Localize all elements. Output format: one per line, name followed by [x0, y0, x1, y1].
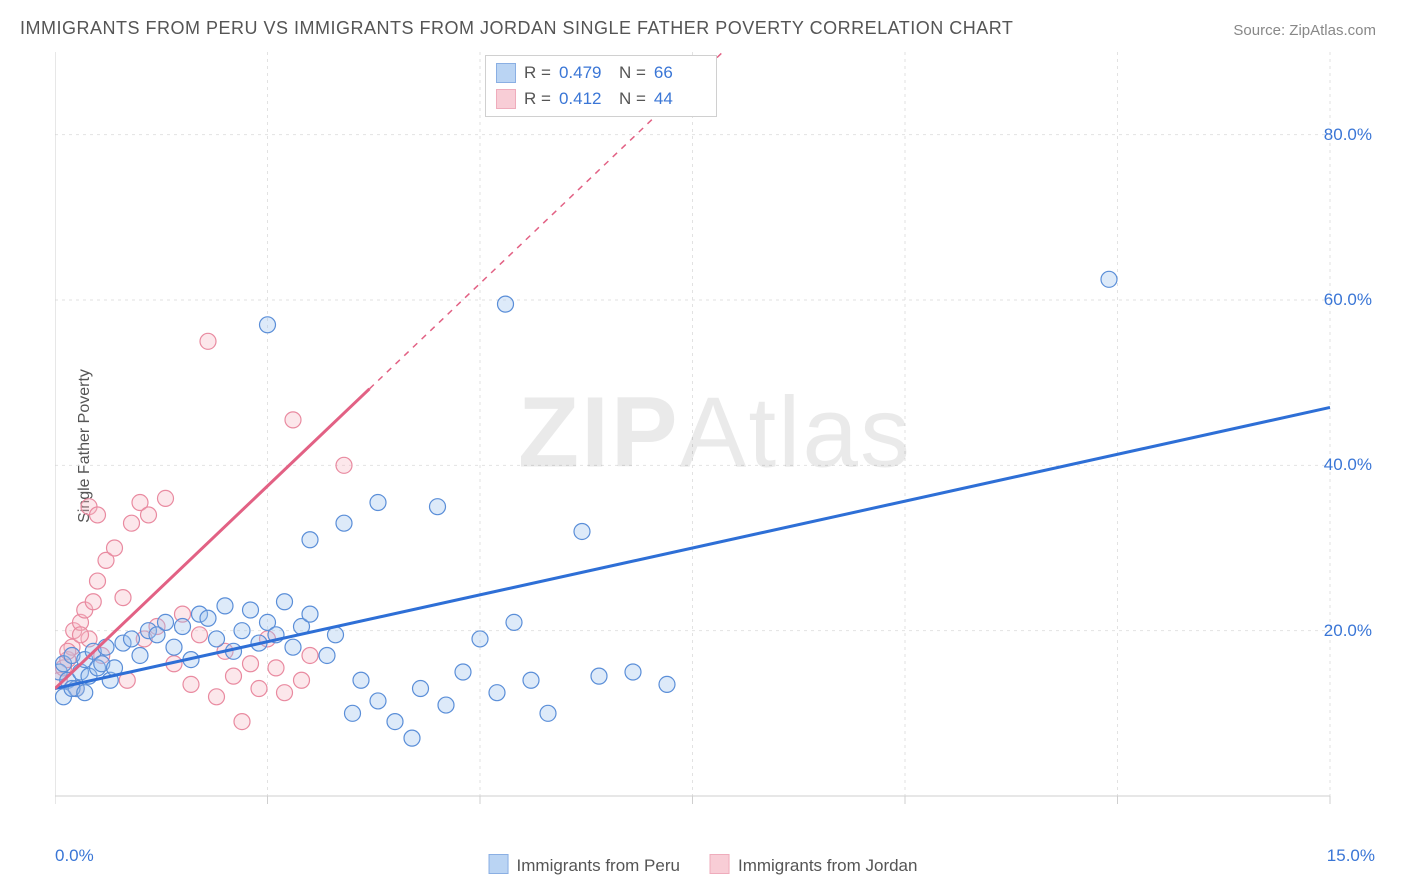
- scatter-point-jordan: [243, 656, 259, 672]
- scatter-point-peru: [345, 705, 361, 721]
- scatter-point-peru: [472, 631, 488, 647]
- scatter-point-peru: [506, 614, 522, 630]
- scatter-point-jordan: [226, 668, 242, 684]
- scatter-point-peru: [302, 606, 318, 622]
- scatter-point-peru: [591, 668, 607, 684]
- y-tick-label: 80.0%: [1324, 125, 1372, 145]
- scatter-point-peru: [370, 693, 386, 709]
- scatter-point-peru: [353, 672, 369, 688]
- scatter-point-peru: [77, 685, 93, 701]
- scatter-point-peru: [430, 499, 446, 515]
- scatter-point-peru: [158, 614, 174, 630]
- trend-line-peru: [55, 407, 1330, 688]
- x-axis-min-label: 0.0%: [55, 846, 94, 876]
- correlation-legend: R = 0.479 N = 66 R = 0.412 N = 44: [485, 55, 717, 117]
- scatter-point-peru: [387, 714, 403, 730]
- chart-title: IMMIGRANTS FROM PERU VS IMMIGRANTS FROM …: [20, 18, 1013, 39]
- scatter-point-peru: [370, 495, 386, 511]
- scatter-point-jordan: [268, 660, 284, 676]
- legend-N-value-peru: 66: [654, 63, 706, 83]
- scatter-point-jordan: [209, 689, 225, 705]
- scatter-point-jordan: [73, 627, 89, 643]
- scatter-point-jordan: [90, 573, 106, 589]
- scatter-point-peru: [574, 523, 590, 539]
- legend-R-value-peru: 0.479: [559, 63, 611, 83]
- scatter-point-jordan: [90, 507, 106, 523]
- x-axis-labels: 0.0% 15.0%: [55, 846, 1375, 876]
- scatter-point-jordan: [294, 672, 310, 688]
- scatter-point-peru: [404, 730, 420, 746]
- scatter-point-jordan: [285, 412, 301, 428]
- y-tick-label: 40.0%: [1324, 455, 1372, 475]
- scatter-point-peru: [498, 296, 514, 312]
- scatter-point-jordan: [277, 685, 293, 701]
- scatter-point-peru: [413, 681, 429, 697]
- scatter-point-jordan: [192, 627, 208, 643]
- scatter-point-jordan: [234, 714, 250, 730]
- scatter-point-jordan: [85, 594, 101, 610]
- legend-rn-row-jordan: R = 0.412 N = 44: [496, 86, 706, 112]
- y-tick-label: 60.0%: [1324, 290, 1372, 310]
- y-tick-label: 20.0%: [1324, 621, 1372, 641]
- scatter-point-jordan: [302, 647, 318, 663]
- source-label: Source:: [1233, 22, 1289, 39]
- scatter-point-peru: [217, 598, 233, 614]
- scatter-point-peru: [243, 602, 259, 618]
- legend-R-label: R =: [524, 63, 551, 83]
- legend-rn-row-peru: R = 0.479 N = 66: [496, 60, 706, 86]
- scatter-point-jordan: [336, 457, 352, 473]
- legend-swatch-peru: [496, 63, 516, 83]
- scatter-point-peru: [234, 623, 250, 639]
- scatter-point-jordan: [183, 676, 199, 692]
- scatter-point-peru: [319, 647, 335, 663]
- scatter-point-peru: [260, 317, 276, 333]
- source-attribution: Source: ZipAtlas.com: [1233, 22, 1376, 39]
- scatter-point-peru: [200, 610, 216, 626]
- scatter-point-peru: [540, 705, 556, 721]
- legend-N-label: N =: [619, 89, 646, 109]
- chart-svg: [55, 52, 1375, 814]
- legend-N-value-jordan: 44: [654, 89, 706, 109]
- scatter-point-peru: [489, 685, 505, 701]
- scatter-point-peru: [132, 647, 148, 663]
- scatter-point-jordan: [251, 681, 267, 697]
- legend-N-label: N =: [619, 63, 646, 83]
- source-name: ZipAtlas.com: [1289, 22, 1376, 39]
- scatter-point-jordan: [124, 515, 140, 531]
- scatter-point-peru: [209, 631, 225, 647]
- scatter-point-jordan: [158, 490, 174, 506]
- scatter-point-peru: [336, 515, 352, 531]
- scatter-point-jordan: [141, 507, 157, 523]
- scatter-point-peru: [438, 697, 454, 713]
- scatter-point-peru: [455, 664, 471, 680]
- scatter-point-jordan: [107, 540, 123, 556]
- scatter-point-peru: [523, 672, 539, 688]
- scatter-point-peru: [659, 676, 675, 692]
- scatter-point-peru: [625, 664, 641, 680]
- scatter-point-peru: [285, 639, 301, 655]
- scatter-point-peru: [124, 631, 140, 647]
- scatter-point-peru: [277, 594, 293, 610]
- scatter-point-jordan: [200, 333, 216, 349]
- legend-R-value-jordan: 0.412: [559, 89, 611, 109]
- scatter-point-jordan: [115, 590, 131, 606]
- scatter-point-peru: [302, 532, 318, 548]
- scatter-point-peru: [1101, 271, 1117, 287]
- scatter-plot-area: ZIPAtlas: [55, 52, 1375, 814]
- scatter-point-peru: [166, 639, 182, 655]
- legend-R-label: R =: [524, 89, 551, 109]
- legend-swatch-jordan: [496, 89, 516, 109]
- scatter-point-peru: [175, 619, 191, 635]
- x-axis-max-label: 15.0%: [1327, 846, 1375, 876]
